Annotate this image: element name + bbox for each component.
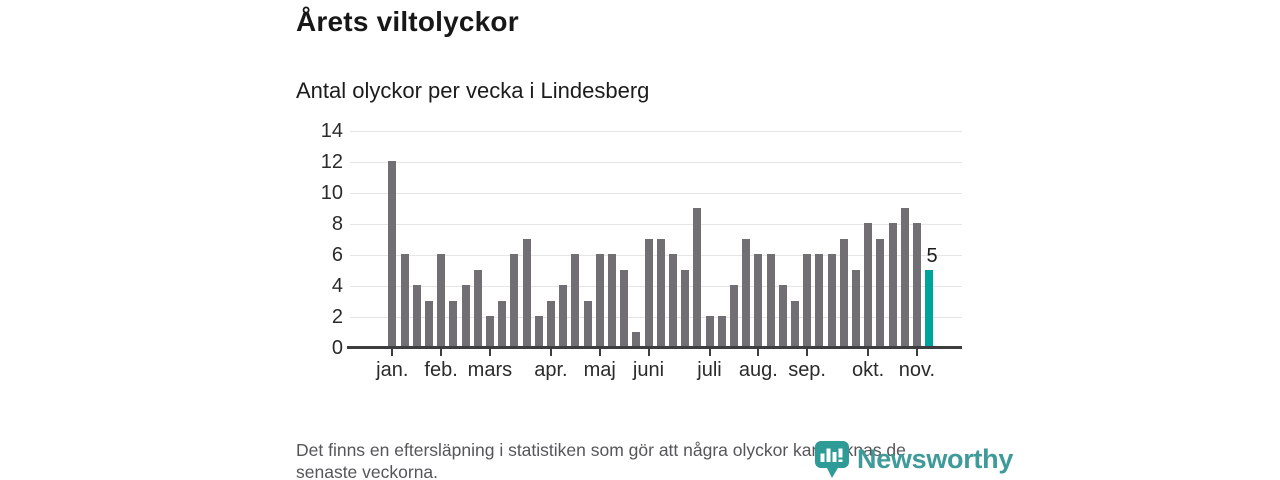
bar-week-16 xyxy=(571,254,580,347)
y-axis-tick-label: 6 xyxy=(331,244,343,266)
bar-week-27 xyxy=(705,316,714,347)
footer-note-line2: senaste veckorna. xyxy=(296,462,439,480)
bar-week-6 xyxy=(449,300,458,347)
x-axis-month-label: jan. xyxy=(376,359,409,381)
bar-week-41 xyxy=(876,238,885,347)
bar-week-1 xyxy=(388,161,397,347)
month-tick-mark xyxy=(549,349,552,356)
bar-week-35 xyxy=(803,254,812,347)
month-tick-mark xyxy=(806,349,809,356)
y-axis-tick-label: 4 xyxy=(331,275,343,297)
page-title: Årets viltolyckor xyxy=(296,6,519,37)
bar-week-5 xyxy=(437,254,446,347)
bar-week-29 xyxy=(729,285,738,347)
y-axis-tick-label: 12 xyxy=(320,151,343,173)
bar-week-42 xyxy=(888,223,897,347)
bar-week-19 xyxy=(607,254,616,347)
x-axis-month-label: feb. xyxy=(424,359,458,381)
bar-week-37 xyxy=(827,254,836,347)
bar-week-26 xyxy=(693,207,702,347)
footer-note-line1: Det finns en eftersläpning i statistiken… xyxy=(296,440,906,460)
x-axis-month-label: nov. xyxy=(898,359,936,381)
gridline xyxy=(350,286,962,287)
bar-week-4 xyxy=(424,300,433,347)
newsworthy-logo-text: Newsworthy xyxy=(857,444,1014,474)
y-axis-tick-label: 8 xyxy=(331,213,343,235)
month-tick-mark xyxy=(391,349,394,356)
bar-week-15 xyxy=(559,285,568,347)
bar-week-31 xyxy=(754,254,763,347)
bar-week-43 xyxy=(900,207,909,347)
x-axis-month-label: maj xyxy=(583,359,616,381)
month-tick-mark xyxy=(598,349,601,356)
bar-week-30 xyxy=(742,238,751,347)
bar-week-7 xyxy=(461,285,470,347)
x-axis-month-label: aug. xyxy=(738,359,778,381)
bar-week-2 xyxy=(400,254,409,347)
bar-week-40 xyxy=(864,223,873,347)
bar-week-23 xyxy=(656,238,665,347)
month-tick-mark xyxy=(867,349,870,356)
bar-week-24 xyxy=(668,254,677,347)
month-tick-mark xyxy=(440,349,443,356)
bar-week-32 xyxy=(766,254,775,347)
bar-week-28 xyxy=(717,316,726,347)
bar-week-22 xyxy=(644,238,653,347)
bar-week-20 xyxy=(620,269,629,347)
x-axis-line xyxy=(347,346,962,349)
gridline xyxy=(350,255,962,256)
bar-week-45-highlighted xyxy=(925,269,934,347)
bar-week-14 xyxy=(546,300,555,347)
bar-week-3 xyxy=(412,285,421,347)
month-tick-mark xyxy=(757,349,760,356)
bar-chart-plot-area: 0 2 4 6 8 10 12 14 jan. feb. mars apr. maj juni juli au… xyxy=(321,121,962,381)
bar-week-11 xyxy=(510,254,519,347)
x-axis-month-label: juli xyxy=(697,359,722,381)
y-axis-tick-label: 10 xyxy=(320,182,343,204)
bar-week-8 xyxy=(473,269,482,347)
gridline xyxy=(350,193,962,194)
month-tick-mark xyxy=(647,349,650,356)
bar-week-17 xyxy=(583,300,592,347)
x-axis-month-label: apr. xyxy=(534,359,568,381)
bar-week-33 xyxy=(778,285,787,347)
bar-week-9 xyxy=(485,316,494,347)
footer-note: Det finns en eftersläpning i statistiken… xyxy=(296,439,906,480)
bar-week-39 xyxy=(851,269,860,347)
gridline xyxy=(350,224,962,225)
gridline xyxy=(350,131,962,132)
x-axis-month-label: mars xyxy=(467,359,513,381)
chart-subtitle: Antal olyckor per vecka i Lindesberg xyxy=(296,78,650,103)
newsworthy-logo: Newsworthy xyxy=(814,440,1013,480)
y-axis-tick-label: 2 xyxy=(331,306,343,328)
x-axis-month-label: sep. xyxy=(788,359,826,381)
bar-week-21 xyxy=(632,331,641,347)
bar-week-38 xyxy=(839,238,848,347)
bar-week-36 xyxy=(815,254,824,347)
bar-week-44 xyxy=(912,223,921,347)
bar-week-10 xyxy=(498,300,507,347)
gridline xyxy=(350,317,962,318)
month-tick-mark xyxy=(708,349,711,356)
y-axis-tick-label: 0 xyxy=(331,337,343,359)
bar-week-13 xyxy=(534,316,543,347)
x-axis-month-label: juni xyxy=(632,359,665,381)
month-tick-mark xyxy=(915,349,918,356)
x-axis-month-label: okt. xyxy=(851,359,885,381)
bar-week-18 xyxy=(595,254,604,347)
bar-value-annotation: 5 xyxy=(926,244,938,267)
month-tick-mark xyxy=(488,349,491,356)
gridline xyxy=(350,162,962,163)
bar-week-34 xyxy=(790,300,799,347)
newsworthy-bubble-chart-pin-icon xyxy=(814,440,851,480)
y-axis-tick-label: 14 xyxy=(320,120,343,142)
bar-week-25 xyxy=(681,269,690,347)
bar-week-12 xyxy=(522,238,531,347)
